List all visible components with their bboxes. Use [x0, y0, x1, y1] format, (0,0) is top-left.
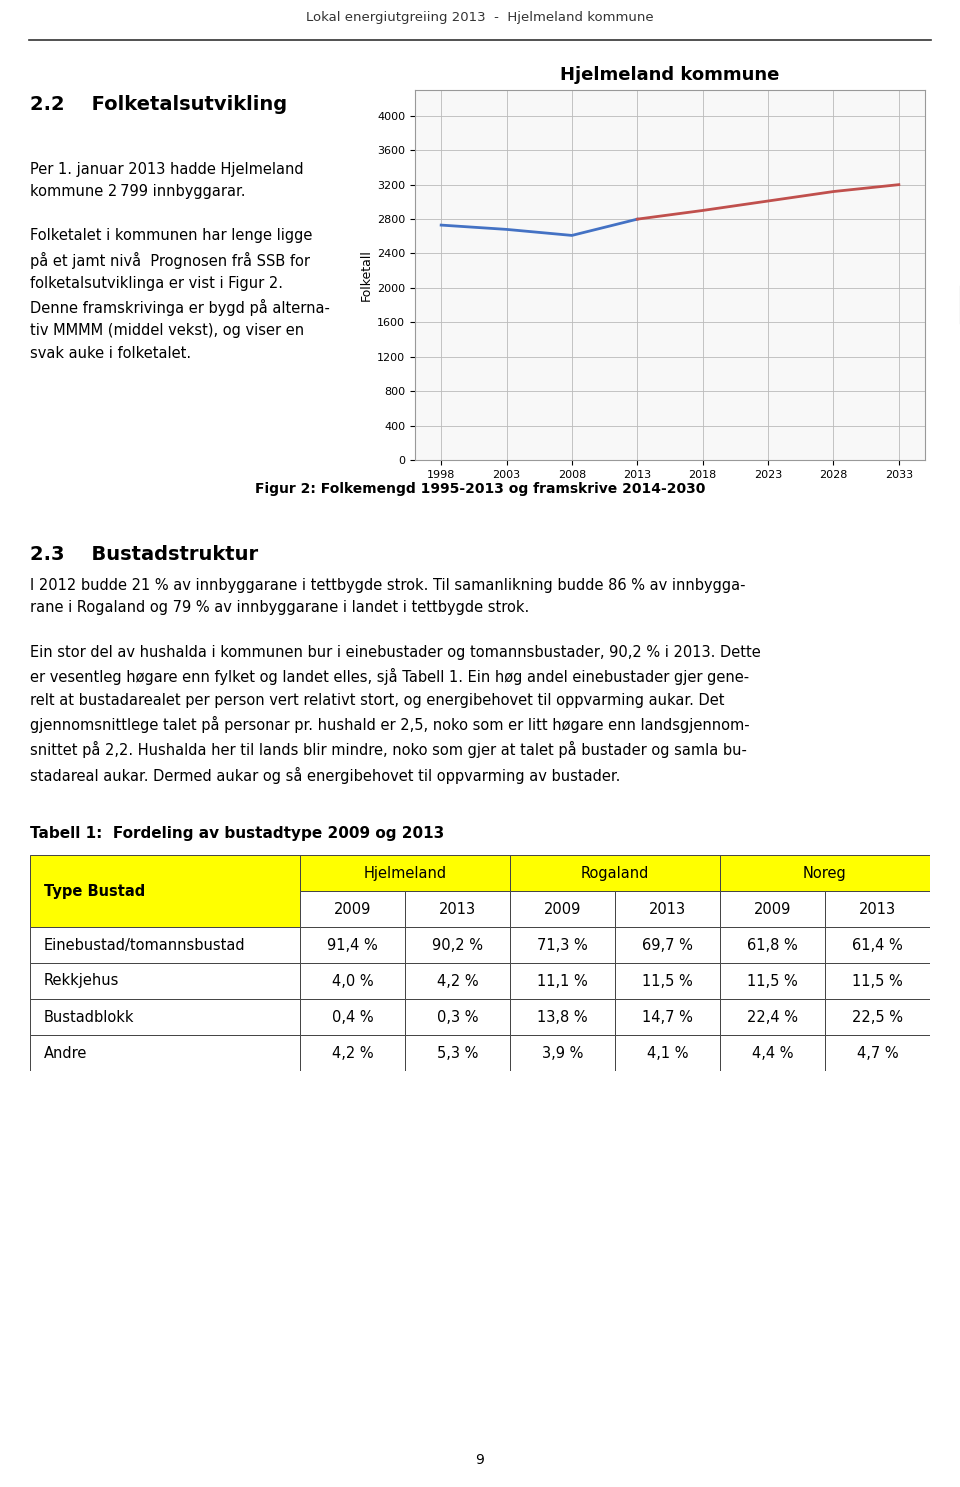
Bar — [30, 964, 300, 999]
Bar — [300, 891, 405, 926]
Bar — [405, 926, 510, 964]
Bar — [720, 1035, 825, 1071]
Text: 0,4 %: 0,4 % — [332, 1010, 373, 1025]
Bar — [300, 1035, 405, 1071]
Text: 9: 9 — [475, 1453, 485, 1468]
Bar — [30, 999, 300, 1035]
Text: 0,3 %: 0,3 % — [437, 1010, 478, 1025]
Bar — [30, 926, 300, 964]
Text: Rekkjehus: Rekkjehus — [43, 974, 119, 989]
Bar — [510, 926, 615, 964]
Text: 11,1 %: 11,1 % — [538, 974, 588, 989]
Bar — [720, 964, 825, 999]
Text: 11,5 %: 11,5 % — [852, 974, 902, 989]
Text: 91,4 %: 91,4 % — [327, 937, 378, 953]
Bar — [300, 999, 405, 1035]
Text: Type Bustad: Type Bustad — [43, 883, 145, 898]
Historisk — [436, 216, 447, 233]
Line: Prognose: Prognose — [637, 184, 899, 219]
Text: 2.2    Folketalsutvikling: 2.2 Folketalsutvikling — [30, 95, 287, 114]
Text: 4,2 %: 4,2 % — [332, 1045, 373, 1060]
Text: 61,4 %: 61,4 % — [852, 937, 902, 953]
Bar — [825, 926, 930, 964]
Text: 90,2 %: 90,2 % — [432, 937, 483, 953]
Bar — [825, 1035, 930, 1071]
Text: 4,2 %: 4,2 % — [437, 974, 478, 989]
Text: 3,9 %: 3,9 % — [541, 1045, 583, 1060]
Bar — [615, 891, 720, 926]
Prognose — [762, 192, 774, 210]
Bar — [405, 964, 510, 999]
Bar — [405, 1035, 510, 1071]
Bar — [300, 964, 405, 999]
Historisk — [566, 226, 578, 244]
Text: Noreg: Noreg — [804, 865, 847, 880]
Prognose — [893, 175, 904, 193]
Bar — [720, 999, 825, 1035]
Text: Tabell 1:  Fordeling av bustadtype 2009 og 2013: Tabell 1: Fordeling av bustadtype 2009 o… — [30, 827, 444, 842]
Text: 61,8 %: 61,8 % — [747, 937, 798, 953]
Text: 4,4 %: 4,4 % — [752, 1045, 793, 1060]
Text: 11,5 %: 11,5 % — [642, 974, 693, 989]
Text: 4,0 %: 4,0 % — [332, 974, 373, 989]
Text: 2.3    Bustadstruktur: 2.3 Bustadstruktur — [30, 544, 258, 564]
Text: 71,3 %: 71,3 % — [538, 937, 588, 953]
Text: Bustadblokk: Bustadblokk — [43, 1010, 134, 1025]
Text: 2009: 2009 — [543, 901, 581, 916]
Bar — [510, 855, 720, 891]
Bar — [825, 964, 930, 999]
Text: 2013: 2013 — [649, 901, 686, 916]
Bar — [720, 891, 825, 926]
Text: Per 1. januar 2013 hadde Hjelmeland
kommune 2 799 innbyggarar.

Folketalet i kom: Per 1. januar 2013 hadde Hjelmeland komm… — [30, 162, 330, 361]
Text: Lokal energiutgreiing 2013  -  Hjelmeland kommune: Lokal energiutgreiing 2013 - Hjelmeland … — [306, 12, 654, 24]
Historisk — [501, 220, 513, 238]
Text: 13,8 %: 13,8 % — [538, 1010, 588, 1025]
Bar — [300, 855, 510, 891]
Bar — [30, 1035, 300, 1071]
Bar — [510, 891, 615, 926]
Text: 5,3 %: 5,3 % — [437, 1045, 478, 1060]
Text: 69,7 %: 69,7 % — [642, 937, 693, 953]
Text: Andre: Andre — [43, 1045, 86, 1060]
Text: 2013: 2013 — [439, 901, 476, 916]
Bar — [405, 999, 510, 1035]
Bar — [30, 855, 300, 926]
Text: 22,4 %: 22,4 % — [747, 1010, 798, 1025]
Historisk — [632, 210, 643, 228]
Bar — [510, 999, 615, 1035]
Text: Rogaland: Rogaland — [581, 865, 649, 880]
Bar — [615, 999, 720, 1035]
Bar — [615, 1035, 720, 1071]
Prognose — [828, 183, 839, 201]
Text: I 2012 budde 21 % av innbyggarane i tettbygde strok. Til samanlikning budde 86 %: I 2012 budde 21 % av innbyggarane i tett… — [30, 578, 746, 616]
Bar — [720, 855, 930, 891]
Bar — [615, 964, 720, 999]
Text: 4,1 %: 4,1 % — [647, 1045, 688, 1060]
Bar — [825, 891, 930, 926]
Text: 11,5 %: 11,5 % — [747, 974, 798, 989]
Prognose — [697, 202, 708, 220]
Bar — [510, 1035, 615, 1071]
Text: 2013: 2013 — [859, 901, 896, 916]
Bar — [825, 999, 930, 1035]
Text: 4,7 %: 4,7 % — [856, 1045, 899, 1060]
Text: 22,5 %: 22,5 % — [852, 1010, 903, 1025]
Text: Hjelmeland: Hjelmeland — [364, 865, 446, 880]
Bar — [510, 964, 615, 999]
Text: Figur 2: Folkemengd 1995-2013 og framskrive 2014-2030: Figur 2: Folkemengd 1995-2013 og framskr… — [254, 482, 706, 497]
Y-axis label: Folketall: Folketall — [360, 248, 372, 300]
Prognose — [632, 210, 643, 228]
Text: 14,7 %: 14,7 % — [642, 1010, 693, 1025]
Line: Historisk: Historisk — [442, 219, 637, 235]
Text: 2009: 2009 — [334, 901, 372, 916]
Text: Einebustad/tomannsbustad: Einebustad/tomannsbustad — [43, 937, 245, 953]
Bar — [300, 926, 405, 964]
Title: Hjelmeland kommune: Hjelmeland kommune — [561, 67, 780, 85]
Text: Ein stor del av hushalda i kommunen bur i einebustader og tomannsbustader, 90,2 : Ein stor del av hushalda i kommunen bur … — [30, 645, 760, 784]
Bar — [720, 926, 825, 964]
Bar — [405, 891, 510, 926]
Bar — [615, 926, 720, 964]
Text: 2009: 2009 — [754, 901, 791, 916]
